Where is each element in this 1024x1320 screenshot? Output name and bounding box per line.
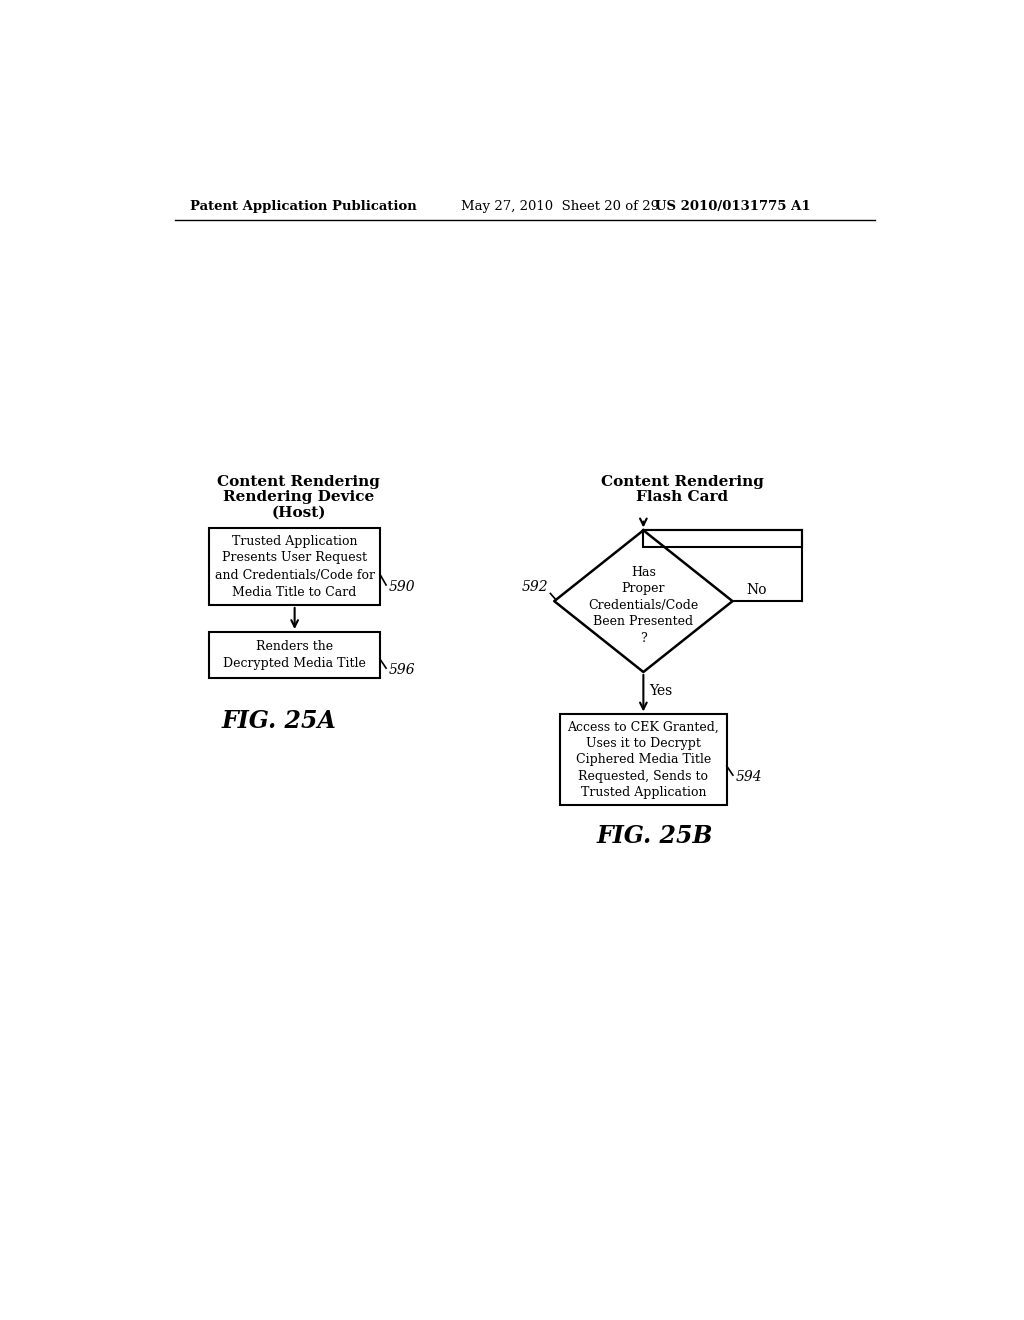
FancyBboxPatch shape xyxy=(643,531,802,548)
Text: May 27, 2010  Sheet 20 of 29: May 27, 2010 Sheet 20 of 29 xyxy=(461,199,659,213)
Text: Content Rendering: Content Rendering xyxy=(601,475,764,488)
Text: Flash Card: Flash Card xyxy=(636,490,728,504)
Text: Yes: Yes xyxy=(649,684,673,698)
Text: 596: 596 xyxy=(389,663,416,677)
Text: Patent Application Publication: Patent Application Publication xyxy=(190,199,417,213)
Text: Rendering Device: Rendering Device xyxy=(223,490,374,504)
Text: No: No xyxy=(746,583,767,598)
Text: Renders the
Decrypted Media Title: Renders the Decrypted Media Title xyxy=(223,640,366,671)
Text: Content Rendering: Content Rendering xyxy=(217,475,380,488)
Text: US 2010/0131775 A1: US 2010/0131775 A1 xyxy=(655,199,811,213)
Text: 594: 594 xyxy=(736,770,763,784)
Text: 590: 590 xyxy=(389,579,416,594)
Text: Access to CEK Granted,
Uses it to Decrypt
Ciphered Media Title
Requested, Sends : Access to CEK Granted, Uses it to Decryp… xyxy=(567,721,719,800)
Text: FIG. 25A: FIG. 25A xyxy=(221,709,337,733)
Text: 592: 592 xyxy=(521,581,548,594)
Text: Trusted Application
Presents User Request
and Credentials/Code for
Media Title t: Trusted Application Presents User Reques… xyxy=(215,535,375,598)
Text: (Host): (Host) xyxy=(271,506,326,520)
Text: FIG. 25B: FIG. 25B xyxy=(597,824,714,847)
FancyBboxPatch shape xyxy=(209,528,380,605)
Text: Has
Proper
Credentials/Code
Been Presented
?: Has Proper Credentials/Code Been Present… xyxy=(588,565,698,644)
FancyBboxPatch shape xyxy=(560,714,727,805)
FancyBboxPatch shape xyxy=(209,632,380,678)
